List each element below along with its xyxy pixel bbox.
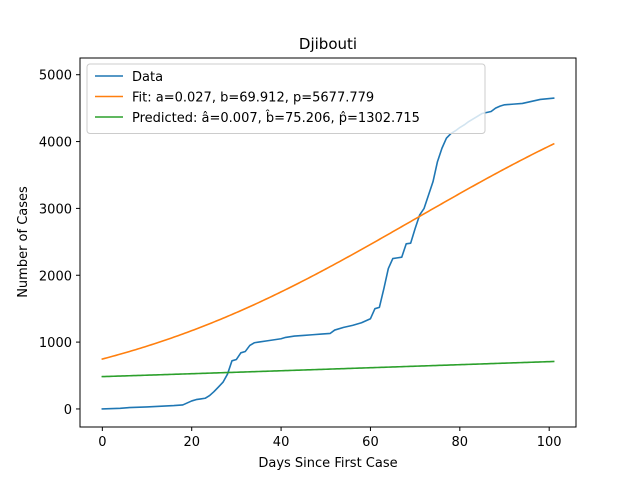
chart-title: Djibouti [299, 35, 357, 53]
y-tick-label: 3000 [39, 202, 72, 217]
legend-label-2: Predicted: â=0.007, b̂=75.206, p̂=1302.7… [132, 111, 420, 126]
x-tick-label: 60 [362, 435, 379, 450]
legend-label-1: Fit: a=0.027, b=69.912, p=5677.779 [132, 91, 374, 106]
x-tick-label: 80 [452, 435, 469, 450]
series-line-1 [101, 142, 555, 361]
legend-label-0: Data [132, 70, 163, 85]
legend-box [86, 63, 486, 134]
plot-area-frame [79, 57, 577, 428]
y-tick-label: 4000 [39, 136, 72, 151]
series-line-2 [101, 360, 555, 378]
y-tick-label: 2000 [39, 269, 72, 284]
x-tick-label: 100 [537, 435, 562, 450]
x-tick-label: 40 [273, 435, 290, 450]
x-tick-label: 20 [183, 435, 200, 450]
series-line-0 [101, 97, 555, 410]
y-tick-label: 1000 [39, 336, 72, 351]
x-tick-label: 0 [98, 435, 106, 450]
y-tick-label: 0 [64, 403, 72, 418]
legend: Data Fit: a=0.027, b=69.912, p=5677.779 Pr… [86, 63, 486, 134]
x-axis-label: Days Since First Case [258, 456, 397, 471]
y-tick-label: 5000 [39, 69, 72, 84]
y-axis-label: Number of Cases [16, 186, 31, 298]
